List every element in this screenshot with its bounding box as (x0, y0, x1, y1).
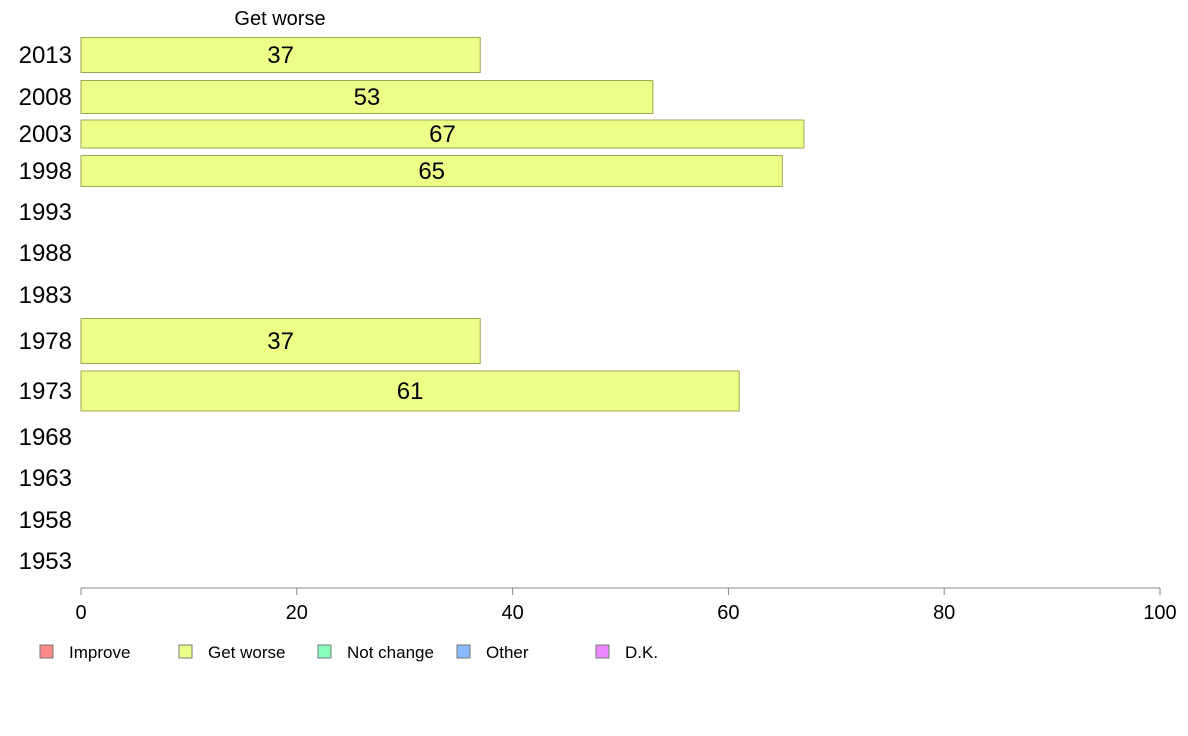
year-label-1978: 1978 (19, 328, 72, 355)
year-label-1963: 1963 (19, 465, 72, 492)
year-label-2013: 2013 (19, 42, 72, 69)
year-label-1993: 1993 (19, 199, 72, 226)
x-tick-label-100: 100 (1143, 602, 1176, 624)
bar-1998 (80, 155, 783, 187)
bar-1978 (80, 318, 481, 364)
bar-2008 (80, 80, 654, 114)
legend-swatch-improve (39, 644, 54, 659)
x-tick-label-40: 40 (501, 602, 523, 624)
legend-label-not-change: Not change (347, 643, 434, 662)
bar-1973 (80, 370, 740, 412)
legend-label-improve: Improve (69, 643, 130, 662)
legend-swatch-d-k (595, 644, 610, 659)
data-label-1998: 65 (418, 158, 445, 185)
data-label-1978: 37 (267, 328, 294, 355)
bar-2003 (80, 119, 805, 149)
year-label-1988: 1988 (19, 240, 72, 267)
x-axis: 0 20 40 60 80 100 (75, 587, 1177, 624)
data-label-2008: 53 (354, 84, 381, 111)
year-label-1983: 1983 (19, 282, 72, 309)
x-tick-label-60: 60 (717, 602, 739, 624)
legend-swatch-other (456, 644, 471, 659)
year-label-2003: 2003 (19, 121, 72, 148)
year-label-2008: 2008 (19, 84, 72, 111)
legend-swatch-not-change (317, 644, 332, 659)
year-label-1958: 1958 (19, 507, 72, 534)
legend: Improve Get worse Not change Other D.K. (39, 643, 658, 662)
bars-group: 37 53 67 65 37 61 (80, 37, 805, 412)
data-label-2003: 67 (429, 121, 456, 148)
data-label-2013: 37 (267, 42, 294, 69)
legend-label-get-worse: Get worse (208, 643, 285, 662)
x-tick-label-20: 20 (286, 602, 308, 624)
year-label-1968: 1968 (19, 424, 72, 451)
x-tick-label-0: 0 (75, 602, 86, 624)
year-label-1953: 1953 (19, 548, 72, 575)
year-label-1973: 1973 (19, 378, 72, 405)
x-tick-label-80: 80 (933, 602, 955, 624)
year-label-1998: 1998 (19, 158, 72, 185)
legend-label-d-k: D.K. (625, 643, 658, 662)
legend-swatch-get-worse (178, 644, 193, 659)
year-labels-group: 2013 2008 2003 1998 1993 1988 1983 1978 1973 1968… (19, 42, 72, 575)
data-label-1973: 61 (397, 378, 424, 405)
panel-title: Get worse (234, 8, 325, 30)
legend-label-other: Other (486, 643, 529, 662)
bar-2013 (80, 37, 481, 73)
